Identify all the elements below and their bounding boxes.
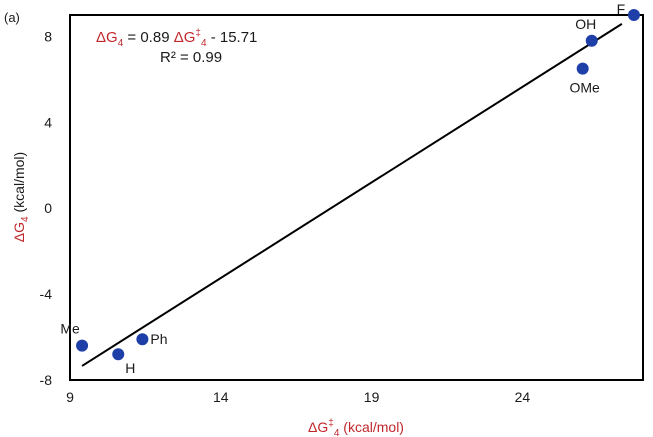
y-axis-title-sub: 4 <box>20 216 31 222</box>
eq-rhs-symbol: ΔG <box>174 29 196 46</box>
eq-end: - 15.71 <box>207 29 258 46</box>
data-points <box>76 9 640 361</box>
data-point-label: Me <box>60 321 80 337</box>
panel-label: (a) <box>4 10 20 25</box>
x-axis-title-symbol: ΔG <box>308 419 328 435</box>
regression-line <box>81 23 623 367</box>
eq-mid: = 0.89 <box>123 29 173 46</box>
y-tick-label: 0 <box>44 200 52 216</box>
eq-rhs-sub: 4 <box>201 38 207 49</box>
data-point-label: OH <box>575 16 596 32</box>
y-tick-label: 8 <box>44 28 52 44</box>
eq-lhs-sub: 4 <box>118 38 124 49</box>
data-point <box>576 62 589 75</box>
data-point-label: OMe <box>570 80 601 96</box>
x-tick-label: 24 <box>515 389 531 405</box>
data-point-label: H <box>125 360 135 376</box>
x-axis-title-sup: ‡ <box>328 418 334 429</box>
data-point <box>112 348 125 361</box>
r-squared: R² = 0.99 <box>160 49 222 66</box>
x-axis-title: ΔG‡4 (kcal/mol) <box>308 418 404 437</box>
x-axis-title-sub: 4 <box>334 428 340 437</box>
y-axis-title: ΔG4 (kcal/mol) <box>11 152 31 242</box>
x-tick-labels: 9 14 19 24 <box>66 389 530 405</box>
eq-lhs: ΔG <box>96 29 118 46</box>
data-point-label: Ph <box>150 331 167 347</box>
regression-equation: ΔG4 = 0.89 ΔG‡4 - 15.71 <box>96 28 257 49</box>
x-tick-label: 19 <box>364 389 380 405</box>
x-tick-label: 9 <box>66 389 74 405</box>
data-point <box>627 9 640 21</box>
y-tick-label: 4 <box>44 114 52 130</box>
data-point <box>136 333 149 346</box>
y-tick-labels: -8 -4 0 4 8 <box>40 28 53 388</box>
x-tick-label: 14 <box>213 389 229 405</box>
eq-rhs-sup: ‡ <box>195 28 201 39</box>
data-point <box>585 34 598 47</box>
y-tick-label: -8 <box>40 372 53 388</box>
data-point-label: F <box>617 1 626 17</box>
x-axis-title-unit: (kcal/mol) <box>339 419 404 435</box>
data-point-labels: Me H Ph OMe OH F <box>60 1 625 376</box>
y-axis-title-symbol: ΔG <box>11 222 27 242</box>
data-point <box>76 339 89 352</box>
y-tick-label: -4 <box>40 286 53 302</box>
y-axis-title-unit: (kcal/mol) <box>11 152 27 217</box>
plot-frame <box>69 14 644 381</box>
